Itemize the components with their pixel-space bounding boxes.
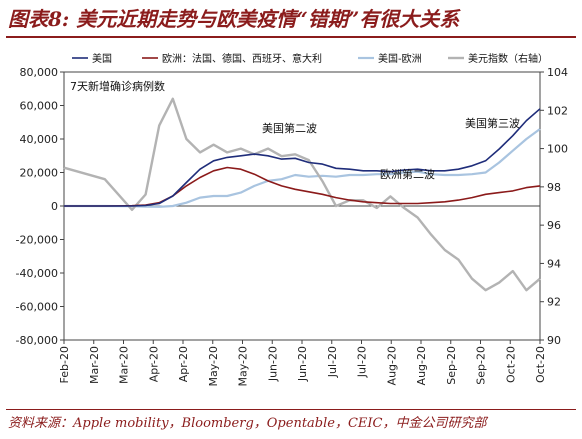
x-tick-label: Jun-20 [296, 346, 309, 382]
right-tick-label: 90 [547, 334, 561, 347]
x-tick-label: May-20 [207, 346, 220, 387]
x-tick-label: Oct-20 [534, 346, 547, 383]
title-rule [6, 36, 576, 38]
legend-label: 美国 [92, 52, 112, 65]
source-note: 资料来源：Apple mobility，Bloomberg，Opentable，… [8, 416, 487, 431]
right-tick-label: 92 [547, 296, 561, 309]
x-tick-label: Jun-20 [266, 346, 279, 382]
right-tick-label: 102 [547, 104, 568, 117]
x-tick-label: Oct-20 [504, 346, 517, 383]
x-tick-label: Aug-20 [385, 346, 398, 385]
series-line-3 [63, 97, 541, 292]
right-tick-label: 96 [547, 219, 561, 232]
series-line-2 [64, 128, 541, 208]
left-tick-label: 40,000 [20, 133, 59, 146]
x-tick-label: Mar-20 [88, 346, 101, 384]
annotation-label: 美国第二波 [262, 121, 317, 135]
right-tick-label: 104 [547, 66, 568, 79]
chart-title: 图表8: 美元近期走势与欧美疫情“错期”有很大关系 [8, 7, 460, 31]
x-tick-label: Jul-20 [326, 346, 339, 378]
series-line-0 [64, 108, 541, 207]
x-axis-ticks: Feb-20 Mar-20 Mar-20 Apr-20 Apr-20 May-20 May-… [58, 340, 547, 387]
legend-label: 美元指数（右轴） [468, 52, 548, 65]
legend-label: 欧洲：法国、德国、西班牙、意大利 [162, 52, 322, 65]
x-tick-label: Feb-20 [58, 346, 71, 383]
legend: 美国 欧洲：法国、德国、西班牙、意大利 美国-欧洲 美元指数（右轴） [72, 52, 548, 65]
left-tick-label: -60,000 [16, 301, 58, 314]
x-tick-label: Apr-20 [177, 346, 190, 382]
x-tick-label: Apr-20 [147, 346, 160, 382]
x-tick-label: Sep-20 [445, 346, 458, 385]
right-tick-label: 94 [547, 257, 561, 270]
chart-subtitle: 7天新增确诊病例数 [70, 79, 165, 93]
x-tick-label: Mar-20 [118, 346, 131, 384]
legend-label: 美国-欧洲 [378, 52, 422, 65]
left-axis-ticks: 80,000 60,000 40,000 20,000 0 -20,000 -40,000 -… [16, 66, 64, 347]
right-tick-label: 100 [547, 143, 568, 156]
x-tick-label: May-20 [237, 346, 250, 387]
source-rule [6, 409, 576, 410]
left-tick-label: 80,000 [20, 66, 59, 79]
right-tick-label: 98 [547, 181, 561, 194]
left-tick-label: -80,000 [16, 334, 58, 347]
left-tick-label: 60,000 [20, 100, 59, 113]
left-tick-label: -20,000 [16, 234, 58, 247]
series-line-1 [64, 166, 541, 207]
x-tick-label: Jul-20 [356, 346, 369, 378]
left-tick-label: 0 [51, 200, 58, 213]
x-tick-label: Sep-20 [475, 346, 488, 385]
right-axis-ticks: 104 102 100 98 96 94 92 90 [540, 66, 568, 347]
annotation-label: 美国第三波 [465, 116, 520, 130]
series-lines [63, 97, 541, 292]
left-tick-label: -40,000 [16, 267, 58, 280]
annotation-label: 欧洲第二波 [380, 167, 435, 181]
left-tick-label: 20,000 [20, 167, 59, 180]
x-tick-label: Aug-20 [415, 346, 428, 385]
